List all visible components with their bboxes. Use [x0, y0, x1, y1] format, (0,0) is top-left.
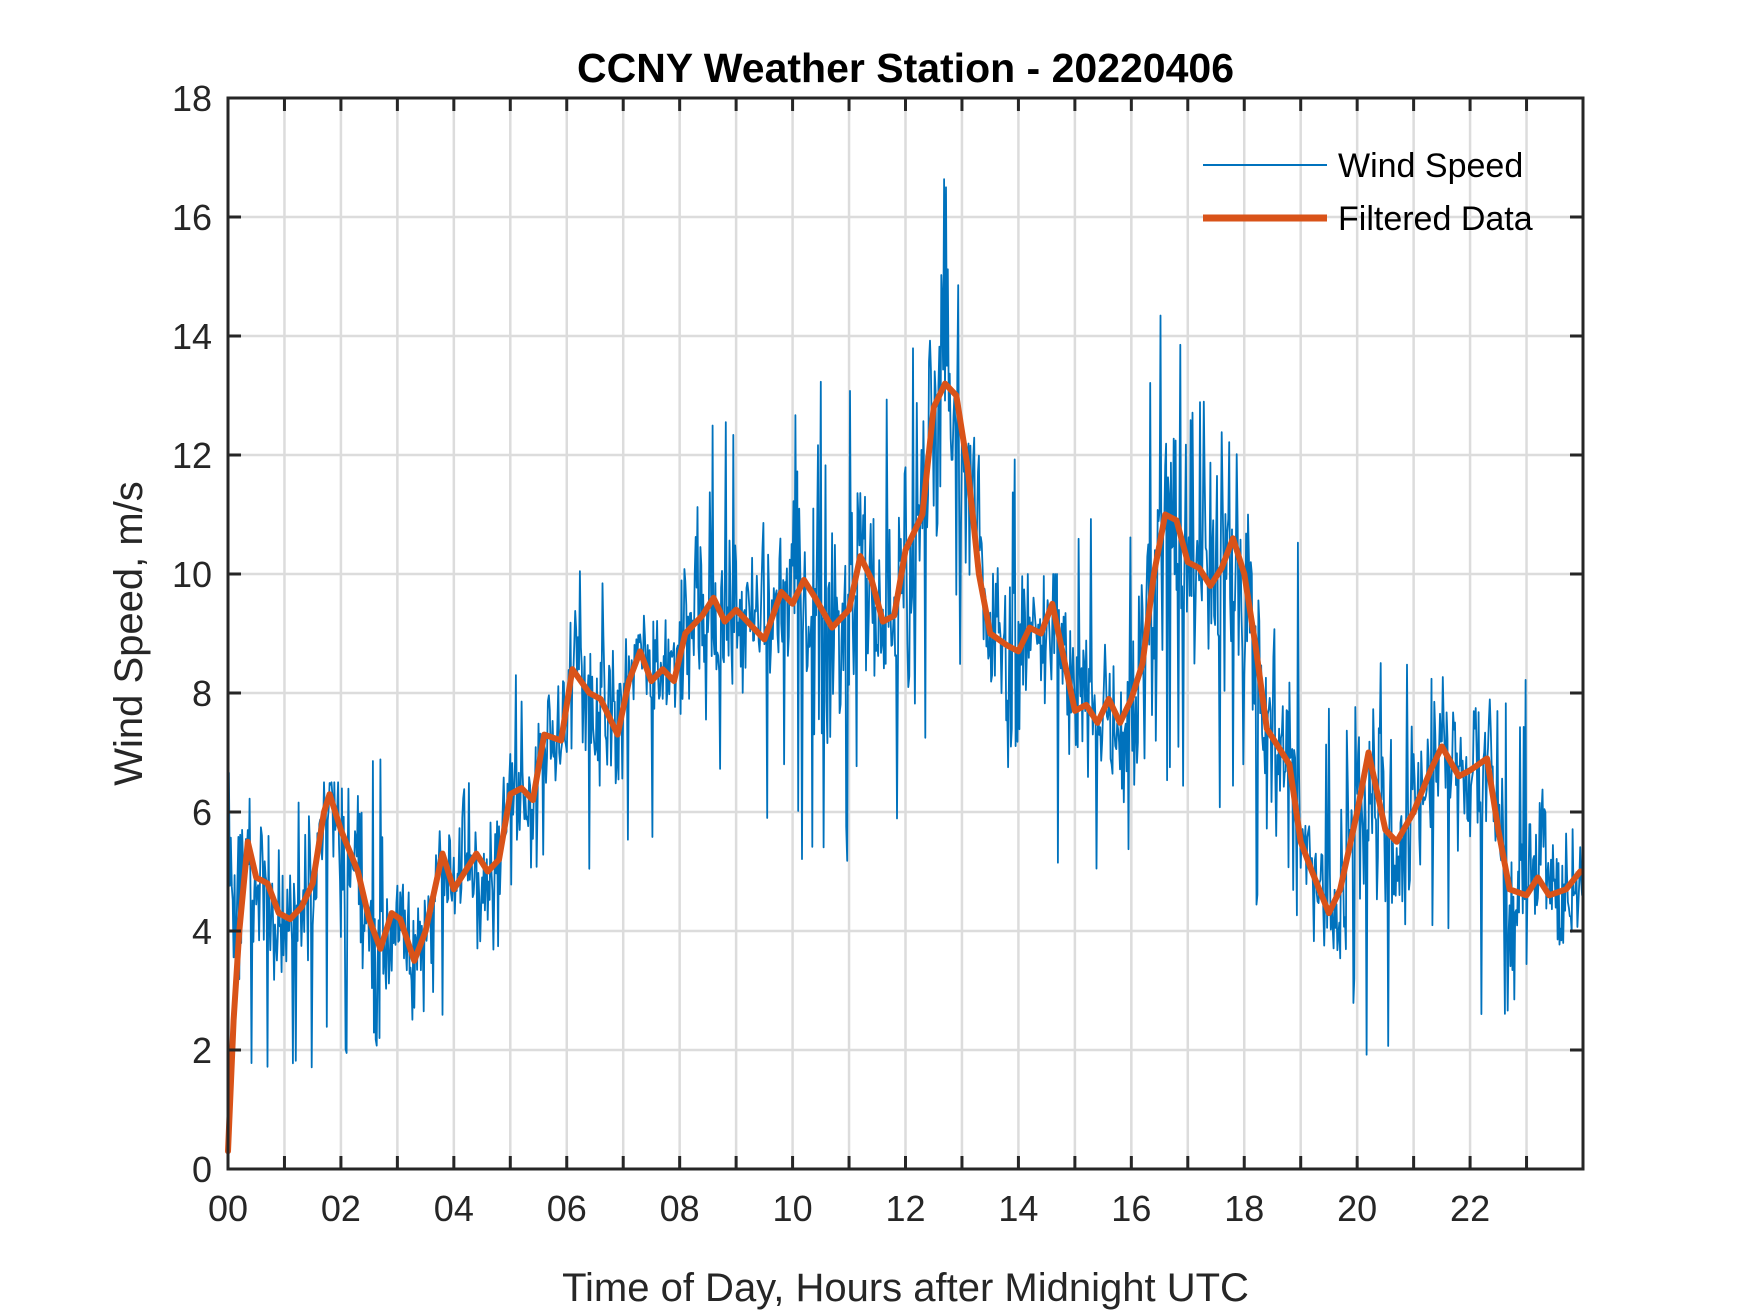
- y-tick-label: 18: [172, 78, 212, 119]
- series-wind-speed: [227, 178, 1583, 1069]
- x-ticks: 00 02 04 06 08 10 12 14 16 18 20 22: [208, 98, 1529, 1229]
- wind-speed-line: [227, 178, 1583, 1069]
- filtered-data-line: [225, 380, 1584, 1155]
- x-tick-label: 04: [434, 1188, 474, 1229]
- legend-label-wind-speed: Wind Speed: [1338, 147, 1523, 185]
- y-tick-label: 12: [172, 435, 212, 476]
- x-tick-label: 18: [1224, 1188, 1264, 1229]
- series-filtered-data: [225, 380, 1584, 1155]
- legend: Wind Speed Filtered Data: [1203, 147, 1533, 238]
- x-tick-label: 10: [773, 1188, 813, 1229]
- x-tick-label: 16: [1111, 1188, 1151, 1229]
- y-tick-label: 10: [172, 554, 212, 595]
- x-tick-label: 12: [885, 1188, 925, 1229]
- y-tick-label: 8: [192, 673, 212, 714]
- y-tick-label: 16: [172, 197, 212, 238]
- legend-label-filtered-data: Filtered Data: [1338, 200, 1533, 238]
- x-tick-label: 20: [1337, 1188, 1377, 1229]
- x-tick-label: 22: [1450, 1188, 1490, 1229]
- x-tick-label: 06: [547, 1188, 587, 1229]
- x-tick-label: 02: [321, 1188, 361, 1229]
- y-tick-label: 14: [172, 316, 212, 357]
- x-tick-label: 14: [998, 1188, 1038, 1229]
- y-tick-label: 6: [192, 792, 212, 833]
- y-tick-label: 0: [192, 1149, 212, 1190]
- chart-title: CCNY Weather Station - 20220406: [577, 45, 1234, 91]
- x-axis-label: Time of Day, Hours after Midnight UTC: [562, 1266, 1249, 1310]
- x-tick-label: 00: [208, 1188, 248, 1229]
- y-axis-label: Wind Speed, m/s: [107, 481, 151, 786]
- y-ticks: 0 2 4 6 8 10 12 14 16 18: [172, 78, 1583, 1190]
- y-tick-label: 4: [192, 911, 212, 952]
- x-tick-label: 08: [660, 1188, 700, 1229]
- y-tick-label: 2: [192, 1030, 212, 1071]
